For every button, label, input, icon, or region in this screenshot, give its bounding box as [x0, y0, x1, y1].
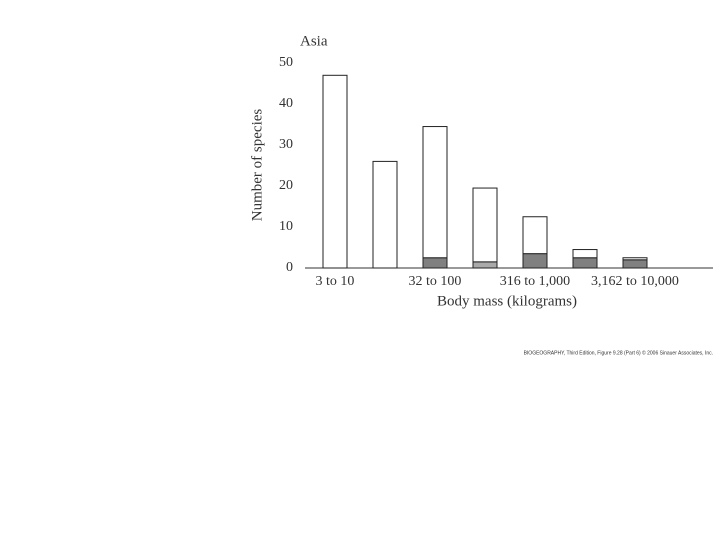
bar-segment	[522, 253, 548, 269]
y-tick-label: 50	[279, 55, 293, 70]
bar-segment	[422, 257, 448, 269]
bar-segment	[322, 74, 348, 269]
x-tick-label: 316 to 1,000	[500, 274, 570, 289]
bar-segment	[422, 126, 448, 259]
bar-segment	[622, 259, 648, 269]
bar-segment	[472, 187, 498, 263]
bar-segment	[372, 160, 398, 269]
y-tick-label: 40	[279, 96, 293, 111]
bar-segment	[572, 249, 598, 259]
bar-segment	[472, 261, 498, 269]
y-tick-label: 0	[286, 260, 293, 275]
x-tick-label: 3,162 to 10,000	[591, 274, 679, 289]
bar-segment	[522, 216, 548, 255]
y-tick-label: 20	[279, 178, 293, 193]
bar-segment	[572, 257, 598, 269]
y-axis-label: Number of species	[249, 109, 265, 222]
x-tick-label: 3 to 10	[316, 274, 355, 289]
y-tick-label: 30	[279, 137, 293, 152]
y-tick-label: 10	[279, 219, 293, 234]
chart-title: Asia	[300, 33, 328, 49]
credit: BIOGEOGRAPHY, Third Edition, Figure 9.28…	[524, 349, 713, 356]
bar-segment	[622, 257, 648, 261]
x-axis-label: Body mass (kilograms)	[437, 293, 577, 309]
x-tick-label: 32 to 100	[409, 274, 462, 289]
